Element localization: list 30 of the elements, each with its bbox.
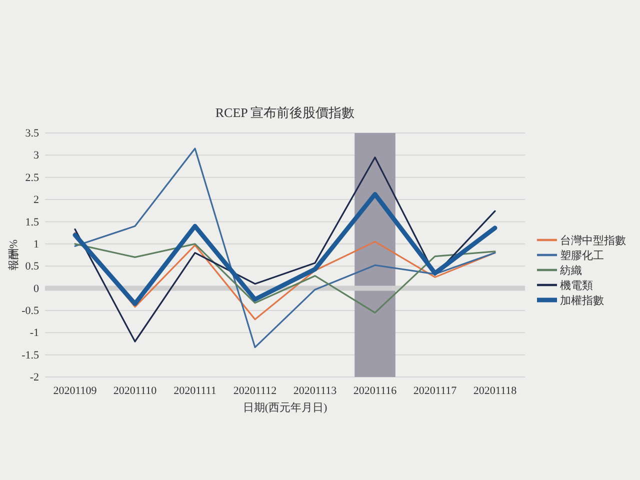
y-tick-label: -1.5	[22, 349, 40, 362]
y-axis-title: 報酬%	[8, 239, 20, 271]
x-axis-title: 日期(西元年月日)	[242, 402, 328, 414]
legend-label: 塑膠化工	[560, 249, 604, 262]
y-tick-label: 2.5	[25, 172, 40, 184]
x-tick-label: 20201112	[233, 384, 277, 397]
legend-label: 紡織	[560, 264, 582, 277]
line-series	[72, 192, 498, 306]
y-tick-label: -1	[30, 327, 39, 340]
legend-label: 機電類	[560, 280, 593, 292]
legend-label: 台灣中型指數	[560, 234, 626, 247]
y-tick-label: 0	[34, 282, 40, 295]
x-tick-label: 20201117	[413, 384, 458, 397]
x-tick-label: 20201116	[353, 384, 398, 397]
y-tick-label: -0.5	[22, 304, 40, 317]
y-tick-label: 0.5	[25, 260, 40, 273]
y-tick-label: -2	[30, 372, 39, 384]
legend-label: 加權指數	[560, 294, 604, 307]
chart-title: RCEP 宣布前後股價指數	[215, 105, 355, 120]
line-series	[74, 243, 496, 314]
y-tick-label: 2	[34, 194, 39, 206]
x-tick-label: 20201110	[113, 384, 158, 397]
y-tick-label: 3	[34, 150, 40, 162]
y-tick-label: 3.5	[25, 128, 40, 140]
y-tick-label: 1.5	[25, 216, 40, 228]
x-tick-label: 20201113	[293, 384, 338, 397]
y-tick-label: 1	[34, 238, 39, 250]
x-tick-label: 20201111	[174, 384, 216, 397]
x-tick-label: 20201118	[473, 384, 518, 397]
x-tick-label: 20201109	[53, 384, 98, 397]
